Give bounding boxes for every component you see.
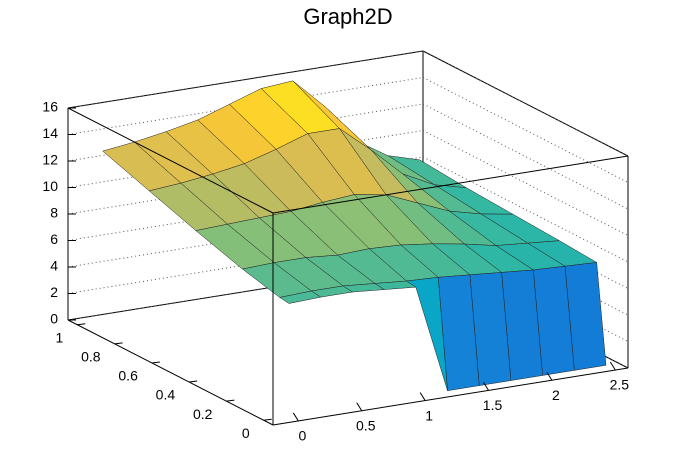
z-tick-label: 16: [42, 99, 58, 115]
surface-cell: [279, 290, 322, 304]
chart-title: Graph2D: [303, 4, 392, 29]
box-edge: [272, 155, 629, 214]
y-tick: [226, 399, 235, 402]
box-edge: [422, 50, 629, 157]
y-tick: [263, 418, 272, 421]
z-tick-label: 2: [50, 284, 58, 300]
x-tick: [609, 361, 616, 371]
y-tick-label: 0.2: [193, 406, 213, 422]
y-tick: [77, 323, 86, 326]
z-tick-label: 12: [42, 152, 58, 168]
box-edge: [67, 107, 274, 214]
z-tick-label: 0: [50, 311, 58, 327]
y-tick-label: 1: [56, 329, 64, 345]
x-tick: [292, 412, 299, 422]
x-tick-label: 0: [298, 428, 306, 444]
y-tick: [189, 380, 198, 383]
z-tick-label: 10: [42, 178, 58, 194]
x-tick-label: 0.5: [356, 417, 376, 433]
y-tick-label: 0.8: [81, 349, 101, 365]
z-tick-label: 8: [50, 205, 58, 221]
x-tick: [356, 402, 363, 412]
box-edge: [67, 319, 274, 426]
z-tick-label: 6: [50, 231, 58, 247]
z-tick-label: 4: [50, 258, 58, 274]
z-tick-label: 14: [42, 125, 58, 141]
x-tick: [419, 392, 426, 401]
y-tick: [114, 342, 123, 345]
x-tick: [546, 371, 553, 381]
y-tick-label: 0: [242, 425, 250, 441]
x-tick-label: 2.5: [610, 377, 630, 393]
box-edge: [67, 50, 424, 109]
y-tick-label: 0.6: [118, 368, 138, 384]
x-tick: [483, 382, 489, 391]
x-tick-label: 2: [552, 387, 560, 403]
y-tick: [151, 361, 160, 364]
x-tick-label: 1.5: [483, 397, 503, 413]
box-edge: [272, 367, 629, 426]
y-tick-label: 0.4: [156, 387, 176, 403]
x-tick-label: 1: [425, 407, 433, 423]
